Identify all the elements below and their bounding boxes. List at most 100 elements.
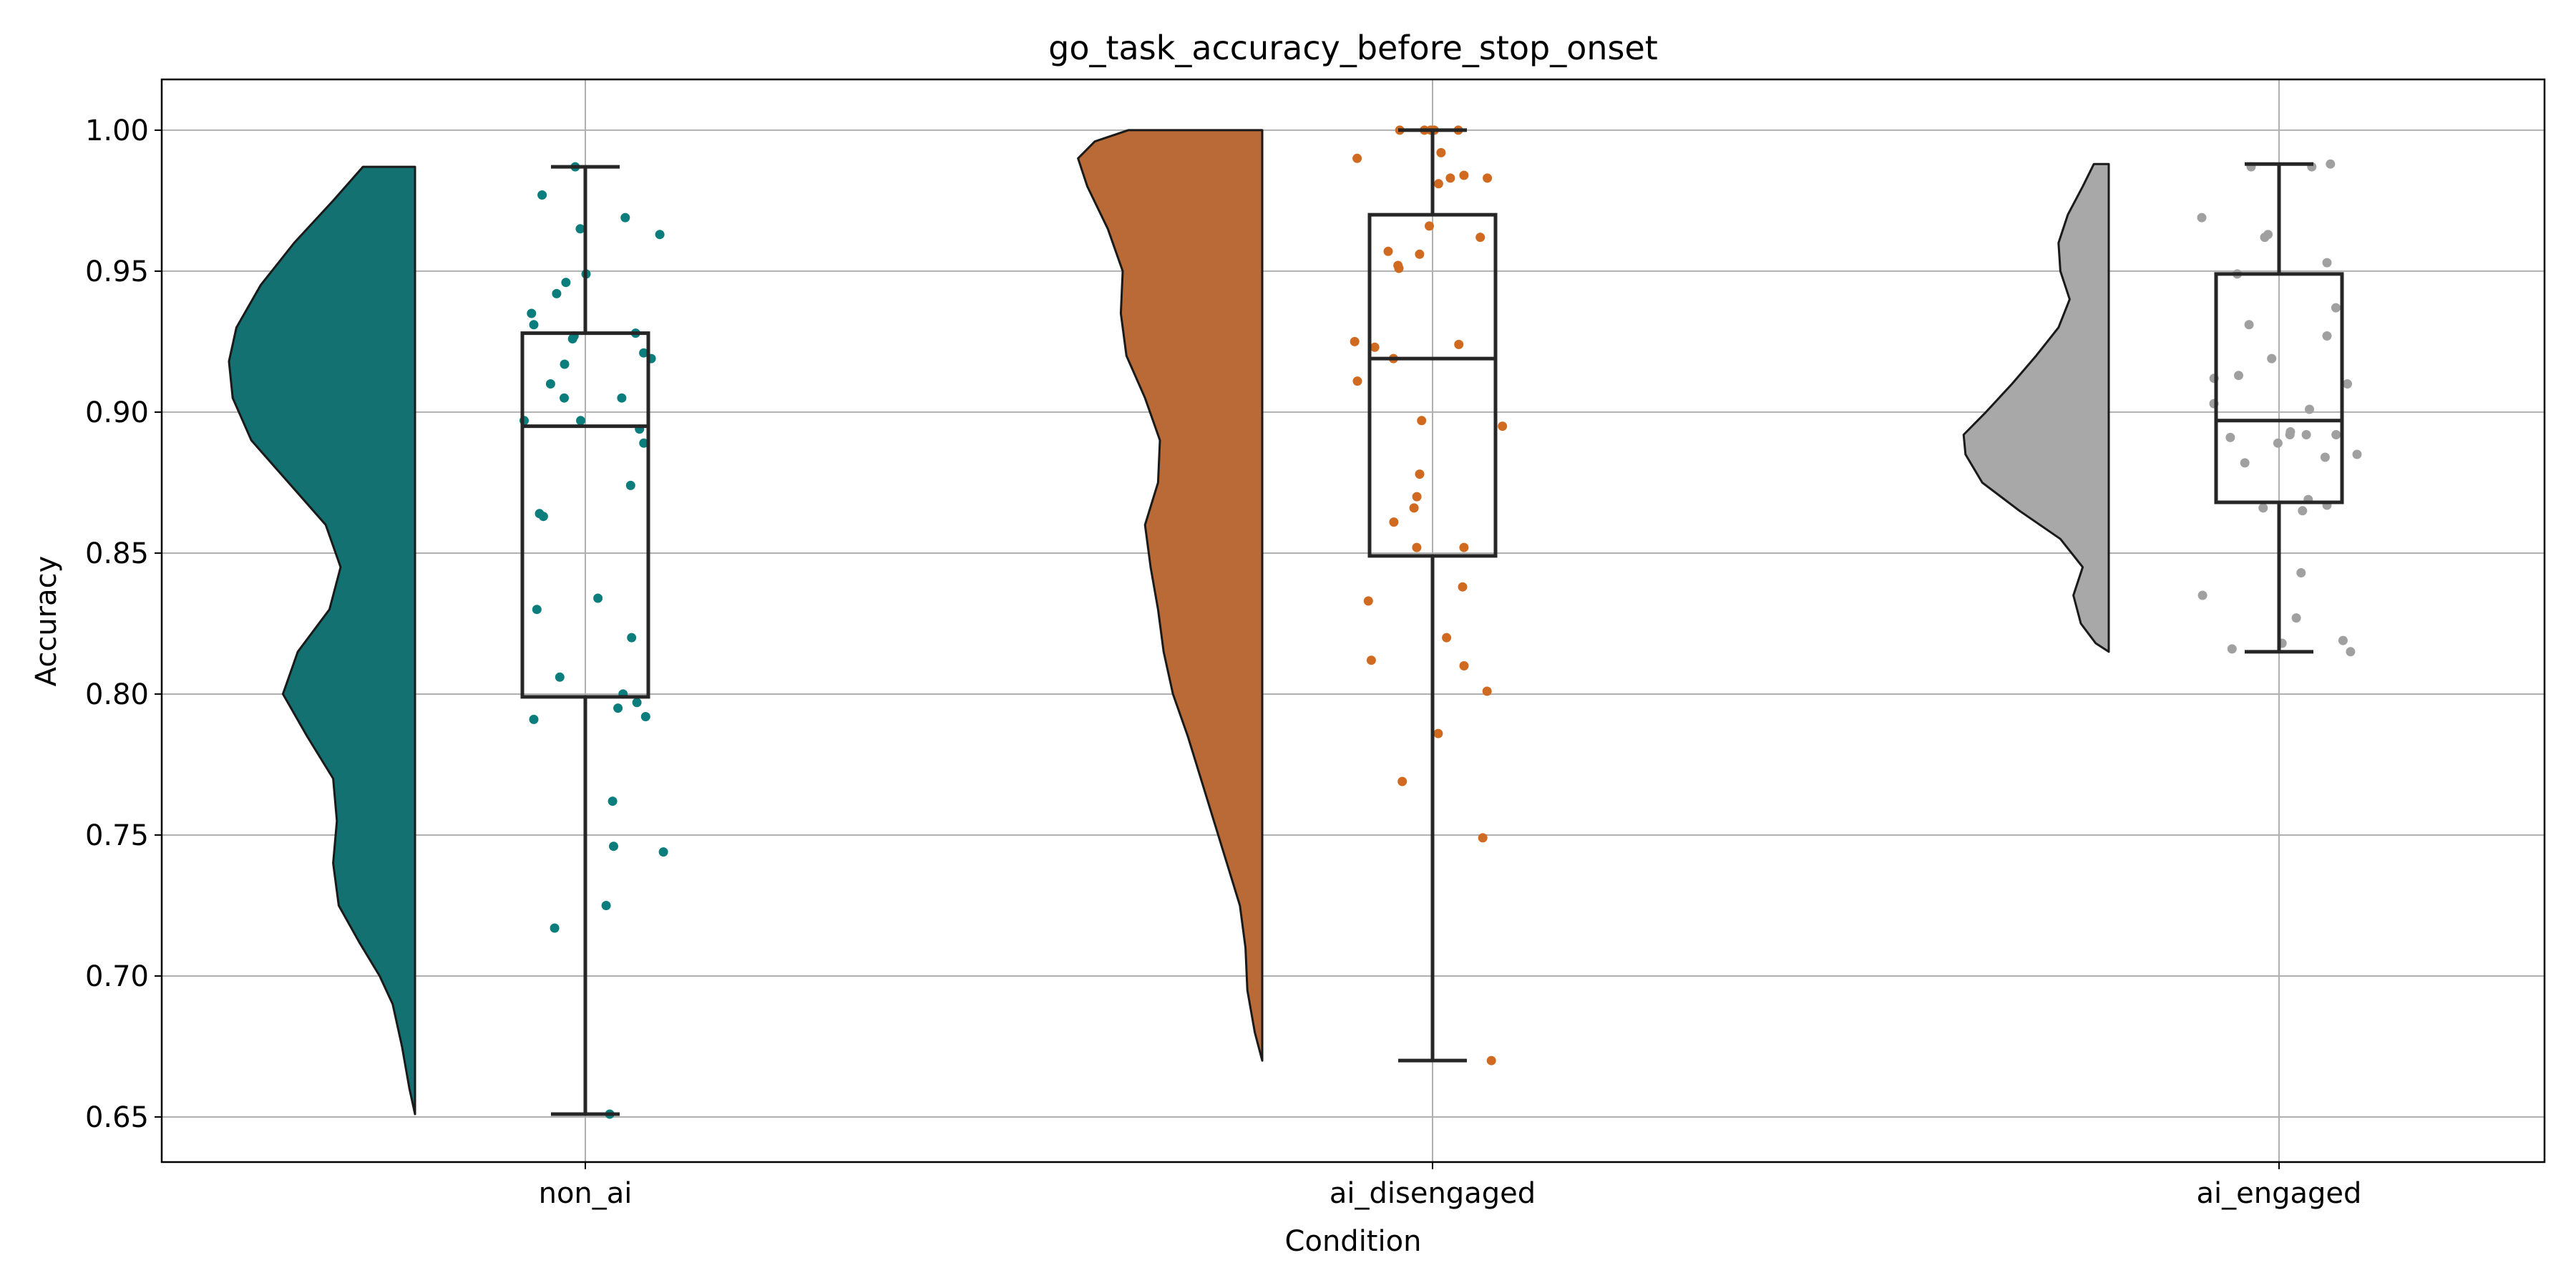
y-tick-label: 0.85 [85,537,149,570]
data-point-ai_engaged [2298,506,2308,516]
data-point-non_ai [655,230,665,240]
data-point-ai_disengaged [1366,655,1376,665]
y-tick-label: 1.00 [85,114,149,147]
data-point-ai_disengaged [1352,153,1362,163]
data-point-non_ai [560,393,569,403]
data-point-non_ai [639,348,649,358]
data-point-non_ai [625,480,635,490]
y-axis-ticks: 0.65 0.70 0.75 0.80 0.85 0.90 0.95 1.00 [85,114,162,1134]
data-point-ai_disengaged [1352,376,1362,386]
data-point-non_ai [576,416,585,426]
box-iqr-ai_engaged [2214,272,2344,504]
data-point-ai_engaged [2331,430,2341,439]
data-point-ai_engaged [2291,613,2301,623]
data-point-non_ai [617,393,627,403]
half-violin-ai_disengaged [1077,129,1264,1062]
data-point-ai_disengaged [1482,686,1492,696]
data-point-non_ai [658,847,668,857]
data-point-non_ai [613,703,623,713]
data-point-ai_disengaged [1425,221,1434,231]
jittered-points [519,125,2362,1119]
y-tick-label: 0.80 [85,678,149,711]
data-point-non_ai [555,672,565,682]
data-point-ai_engaged [2225,432,2235,442]
data-point-ai_disengaged [1459,661,1469,670]
data-point-ai_disengaged [1393,260,1403,270]
box-iqr-ai_disengaged [1367,213,1498,558]
data-point-ai_engaged [2234,371,2243,381]
data-point-ai_disengaged [1409,503,1419,513]
data-point-non_ai [593,593,603,603]
data-point-ai_engaged [2273,438,2283,448]
data-point-ai_disengaged [1350,336,1360,346]
x-axis-label: Condition [1285,1225,1422,1258]
y-tick-label: 0.70 [85,960,149,993]
data-point-ai_engaged [2326,159,2336,169]
data-point-ai_engaged [2320,452,2330,462]
data-point-ai_engaged [2197,590,2207,600]
data-point-ai_disengaged [1442,633,1452,643]
data-point-non_ai [575,224,585,234]
data-point-ai_engaged [2301,430,2311,439]
x-tick-label: ai_engaged [2197,1177,2362,1210]
data-point-ai_disengaged [1370,342,1380,352]
data-point-ai_engaged [2285,427,2296,436]
data-point-non_ai [529,714,539,724]
data-point-non_ai [545,379,555,389]
data-point-non_ai [550,923,560,933]
data-point-ai_disengaged [1412,492,1422,502]
data-point-ai_engaged [2346,647,2356,657]
plot-area-frame [160,78,2546,1163]
data-point-ai_disengaged [1397,776,1407,786]
data-point-non_ai [627,633,637,643]
data-point-ai_disengaged [1459,542,1469,552]
data-point-ai_disengaged [1417,416,1427,426]
data-point-ai_disengaged [1486,1055,1496,1065]
data-point-non_ai [561,278,571,288]
data-point-ai_disengaged [1478,833,1488,843]
data-point-ai_engaged [2244,320,2254,330]
data-point-non_ai [529,320,539,330]
data-point-non_ai [640,712,650,721]
y-tick-label: 0.75 [85,819,149,852]
data-point-non_ai [532,605,542,615]
data-point-ai_disengaged [1415,469,1425,479]
data-point-non_ai [537,190,547,200]
data-point-ai_disengaged [1445,173,1455,183]
data-point-ai_disengaged [1383,246,1393,256]
data-point-ai_disengaged [1433,728,1443,738]
data-point-ai_disengaged [1475,233,1485,243]
data-point-non_ai [527,308,537,318]
data-point-non_ai [620,213,630,223]
data-point-ai_engaged [2296,568,2306,577]
data-point-non_ai [632,698,642,708]
data-point-ai_engaged [2343,379,2352,389]
violins [228,129,2110,1116]
data-point-ai_engaged [2197,213,2207,223]
data-point-ai_engaged [2338,635,2348,645]
data-point-ai_disengaged [1436,147,1446,157]
y-tick-label: 0.90 [85,396,149,429]
data-point-non_ai [609,841,618,852]
data-point-ai_engaged [2263,230,2273,240]
data-point-non_ai [639,438,649,448]
data-point-ai_engaged [2322,258,2332,268]
y-axis-label: Accuracy [30,556,63,687]
data-point-ai_disengaged [1459,170,1469,180]
data-point-ai_engaged [2227,644,2237,654]
data-point-ai_disengaged [1433,179,1443,189]
box-plots [520,128,2344,1116]
y-tick-label: 0.65 [85,1101,149,1134]
data-point-ai_disengaged [1458,582,1468,592]
y-tick-label: 0.95 [85,255,149,288]
data-point-ai_disengaged [1363,596,1373,606]
data-point-ai_disengaged [1389,517,1399,527]
data-point-ai_disengaged [1412,542,1422,552]
data-point-ai_engaged [2331,303,2341,313]
data-point-ai_disengaged [1498,421,1508,431]
box-iqr-non_ai [520,331,650,699]
chart-title: go_task_accuracy_before_stop_onset [1048,29,1658,67]
data-point-ai_disengaged [1415,249,1425,259]
